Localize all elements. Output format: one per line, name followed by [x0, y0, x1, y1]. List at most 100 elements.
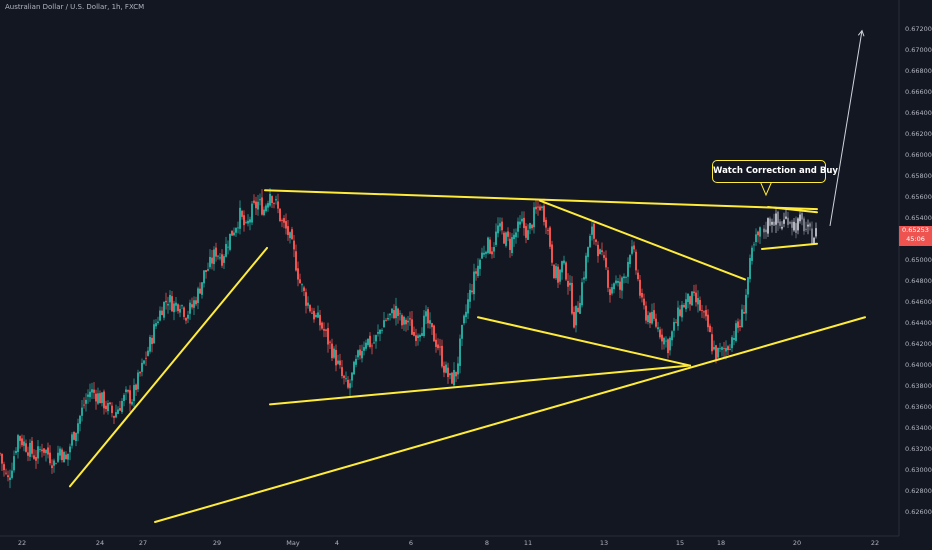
- candle-body: [439, 346, 441, 348]
- candle-body: [589, 235, 591, 248]
- callout-pointer: [759, 180, 773, 197]
- trendline[interactable]: [69, 246, 268, 488]
- candle-body: [383, 320, 385, 328]
- candle-body: [715, 345, 717, 360]
- candle-body: [523, 217, 525, 229]
- candle-body: [663, 337, 665, 345]
- candle-body: [71, 434, 73, 446]
- candle-body: [785, 216, 787, 219]
- candle-body: [359, 349, 361, 356]
- candle-body: [531, 224, 533, 229]
- candle-body: [335, 349, 337, 366]
- time-tick-label: 29: [213, 539, 221, 547]
- candle-body: [7, 475, 9, 478]
- candle-body: [727, 346, 729, 351]
- candle-body: [689, 296, 691, 305]
- candle-body: [793, 221, 795, 231]
- candle-body: [707, 314, 709, 328]
- candle-body: [661, 334, 663, 342]
- candle-body: [183, 307, 185, 317]
- candle-body: [313, 310, 315, 320]
- candle-body: [429, 320, 431, 324]
- price-tick-label: 0.62600: [905, 508, 932, 516]
- trendline[interactable]: [154, 316, 866, 523]
- candle-body: [283, 218, 285, 223]
- candle-body: [471, 290, 473, 293]
- candle-body: [417, 335, 419, 339]
- trendline[interactable]: [539, 199, 746, 281]
- candle-body: [643, 298, 645, 306]
- trendline[interactable]: [761, 242, 818, 250]
- candle-body: [321, 322, 323, 329]
- candle-body: [733, 337, 735, 340]
- candle-body: [19, 436, 21, 441]
- candle-body: [469, 289, 471, 302]
- candle-body: [17, 435, 19, 452]
- candle-body: [723, 348, 725, 349]
- candle-body: [815, 228, 817, 237]
- candle-body: [783, 219, 785, 224]
- candle-body: [377, 332, 379, 334]
- arrow-shaft[interactable]: [829, 30, 863, 226]
- candle-body: [519, 221, 521, 225]
- candle-body: [155, 323, 157, 327]
- candle-body: [221, 254, 223, 266]
- candle-body: [781, 226, 783, 229]
- candle-body: [767, 218, 769, 234]
- candle-body: [411, 319, 413, 335]
- candle-body: [603, 255, 605, 258]
- candle-body: [799, 214, 801, 222]
- candle-body: [379, 329, 381, 334]
- candle-body: [93, 389, 95, 393]
- candle-body: [51, 465, 53, 469]
- candle-body: [751, 247, 753, 261]
- candle-body: [251, 203, 253, 223]
- candle-body: [753, 244, 755, 246]
- trendline[interactable]: [477, 316, 691, 367]
- candle-body: [271, 196, 273, 204]
- time-axis: 22 24 27 29 May 4 6 8 11 13 15 18 20 22: [18, 539, 879, 547]
- candle-body: [431, 323, 433, 328]
- candle-body: [803, 218, 805, 232]
- candle-body: [447, 367, 449, 378]
- candle-body: [3, 464, 5, 471]
- price-tick-label: 0.67000: [905, 46, 932, 54]
- candle-body: [683, 304, 685, 308]
- trendline[interactable]: [767, 206, 818, 214]
- candle-body: [399, 313, 401, 315]
- candle-body: [193, 300, 195, 308]
- candle-body: [571, 282, 573, 314]
- candle-body: [695, 292, 697, 303]
- candle-body: [255, 201, 257, 209]
- candle-body: [265, 205, 267, 212]
- time-tick-label: 15: [676, 539, 684, 547]
- candle-body: [331, 343, 333, 359]
- candle-body: [811, 228, 813, 245]
- candle-body: [533, 207, 535, 228]
- candle-body: [711, 334, 713, 352]
- candle-body: [539, 206, 541, 211]
- candle-body: [485, 251, 487, 254]
- candle-body: [329, 341, 331, 343]
- candle-body: [473, 271, 475, 295]
- price-tick-label: 0.66400: [905, 109, 932, 117]
- time-tick-label: 4: [335, 539, 339, 547]
- candle-body: [627, 261, 629, 277]
- candle-body: [477, 265, 479, 277]
- price-tick-label: 0.65400: [905, 214, 932, 222]
- candle-body: [109, 402, 111, 405]
- candle-body: [269, 193, 271, 206]
- candle-body: [361, 351, 363, 359]
- candle-body: [101, 392, 103, 404]
- candle-body: [503, 232, 505, 244]
- candle-body: [281, 220, 283, 221]
- trendline[interactable]: [269, 364, 691, 406]
- candle-body: [451, 372, 453, 384]
- trendline[interactable]: [264, 189, 818, 211]
- candle-body: [421, 333, 423, 336]
- trendlines: [69, 189, 866, 523]
- candle-body: [775, 213, 777, 225]
- candle-body: [153, 324, 155, 344]
- candle-body: [515, 232, 517, 238]
